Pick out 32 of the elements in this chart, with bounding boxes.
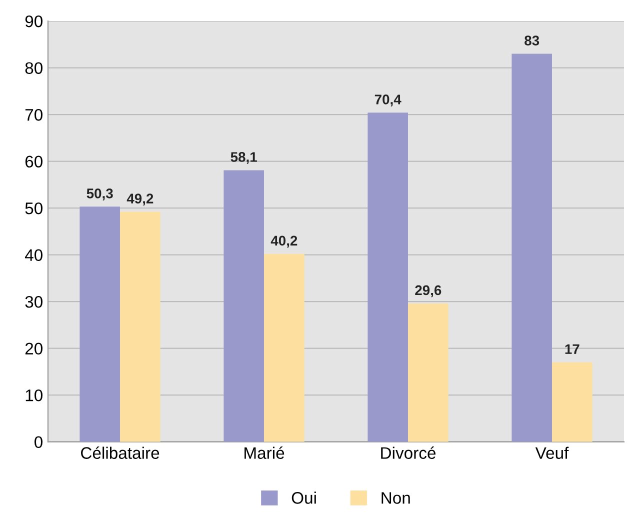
data-label: 49,2 xyxy=(126,194,154,206)
bar xyxy=(368,112,408,442)
bar xyxy=(224,170,264,442)
data-label: 70,4 xyxy=(374,94,402,106)
data-label: 17 xyxy=(565,344,580,354)
bar xyxy=(80,206,120,442)
y-tick-label: 80 xyxy=(25,62,42,74)
y-tick-label: 40 xyxy=(24,249,42,262)
data-label: 58,1 xyxy=(230,152,257,164)
x-tick-label: Célibataire xyxy=(81,446,160,459)
data-label: 29,6 xyxy=(415,285,442,298)
x-tick-label: Marié xyxy=(244,446,284,459)
y-tick-label: 10 xyxy=(26,389,42,402)
data-label: 50,3 xyxy=(86,188,113,200)
bar xyxy=(120,212,160,442)
y-tick-label: 20 xyxy=(25,342,42,355)
y-tick-label: 30 xyxy=(25,296,42,308)
y-tick-label: 90 xyxy=(25,15,42,28)
y-tick-label: 60 xyxy=(25,156,42,168)
data-label: 40,2 xyxy=(270,236,298,248)
bar xyxy=(408,303,448,442)
bar xyxy=(512,54,552,442)
bar xyxy=(264,254,304,442)
y-tick-label: 0 xyxy=(34,436,42,448)
y-tick-label: 50 xyxy=(25,202,42,214)
x-tick-label: Divorcé xyxy=(381,446,436,459)
legend-label: Non xyxy=(382,492,410,504)
bar xyxy=(552,362,592,442)
data-label: 83 xyxy=(524,36,540,46)
legend-label: Oui xyxy=(292,492,316,504)
x-tick-label: Veuf xyxy=(535,446,569,459)
y-tick-label: 70 xyxy=(25,108,42,121)
